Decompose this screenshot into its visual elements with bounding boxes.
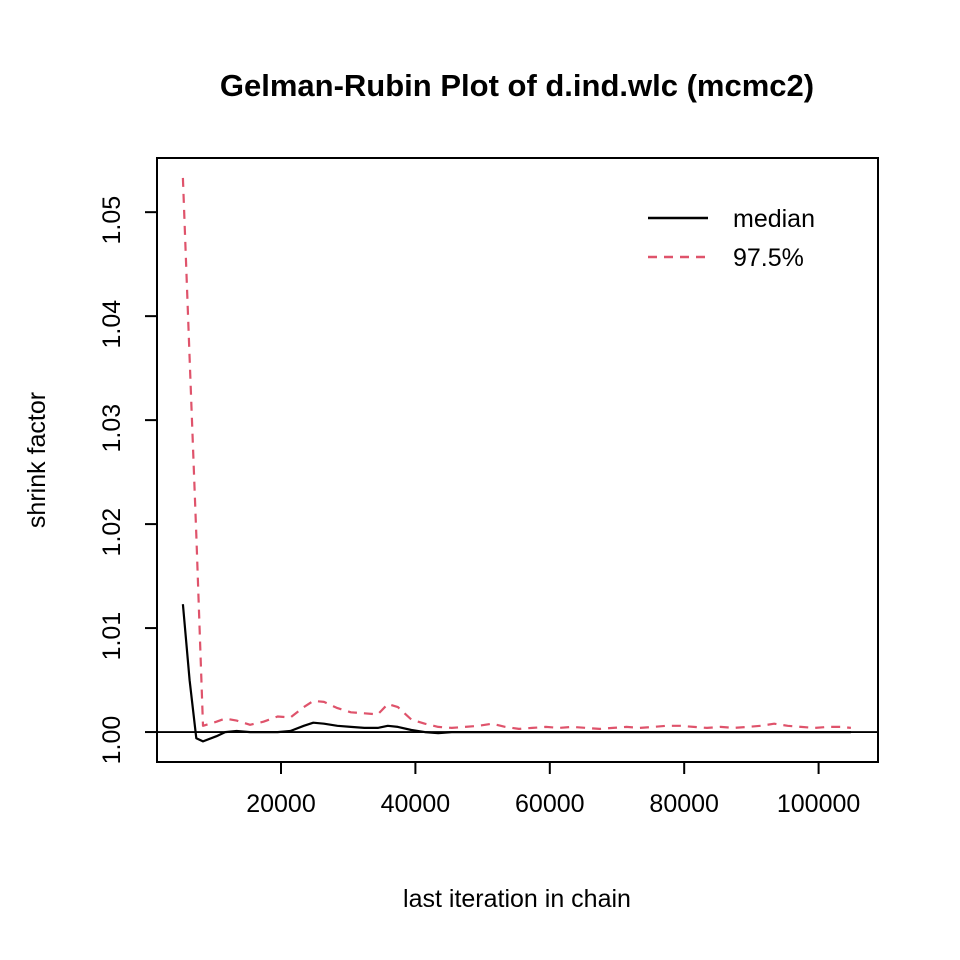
x-tick-label: 60000	[515, 790, 585, 818]
y-tick-label: 1.01	[98, 612, 126, 661]
series-layer	[157, 177, 878, 743]
x-tick-label: 80000	[649, 790, 719, 818]
percentile-975-series-line	[181, 177, 852, 731]
legend: median 97.5%	[648, 205, 815, 272]
y-tick-label: 1.02	[98, 508, 126, 557]
y-tick-label: 1.05	[98, 196, 126, 245]
legend-median-label: median	[733, 205, 815, 233]
y-axis-label: shrink factor	[23, 392, 51, 528]
plot-title: Gelman-Rubin Plot of d.ind.wlc (mcmc2)	[220, 68, 814, 103]
x-tick-label: 20000	[246, 790, 316, 818]
y-tick-label: 1.03	[98, 404, 126, 453]
axes-layer: 20000 40000 60000 80000 100000 1.00 1.01 1.02 1.…	[98, 157, 879, 818]
x-tick-label: 100000	[777, 790, 860, 818]
median-series-line	[181, 604, 851, 743]
x-tick-label: 40000	[381, 790, 451, 818]
plot-box	[156, 157, 879, 763]
y-tick-label: 1.04	[98, 300, 126, 349]
legend-975-label: 97.5%	[733, 244, 804, 272]
y-tick-label: 1.00	[98, 716, 126, 765]
x-axis-label: last iteration in chain	[403, 885, 631, 913]
